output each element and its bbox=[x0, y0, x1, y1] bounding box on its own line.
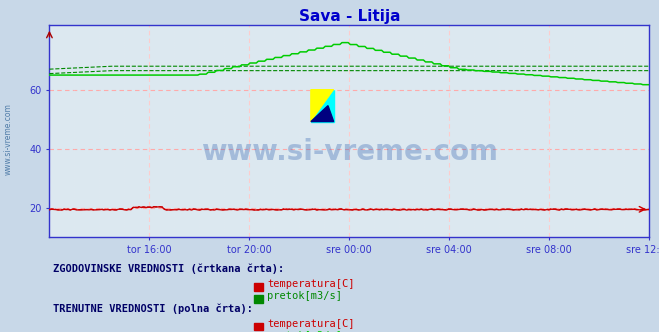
Text: TRENUTNE VREDNOSTI (polna črta):: TRENUTNE VREDNOSTI (polna črta): bbox=[53, 303, 252, 314]
Text: www.si-vreme.com: www.si-vreme.com bbox=[201, 138, 498, 166]
Text: pretok[m3/s]: pretok[m3/s] bbox=[267, 291, 342, 301]
Text: ZGODOVINSKE VREDNOSTI (črtkana črta):: ZGODOVINSKE VREDNOSTI (črtkana črta): bbox=[53, 263, 284, 274]
Polygon shape bbox=[311, 90, 333, 122]
Title: Sava - Litija: Sava - Litija bbox=[299, 9, 400, 24]
Text: www.si-vreme.com: www.si-vreme.com bbox=[3, 104, 13, 175]
Polygon shape bbox=[311, 106, 333, 122]
Text: pretok[m3/s]: pretok[m3/s] bbox=[267, 331, 342, 332]
Polygon shape bbox=[311, 90, 333, 122]
Text: temperatura[C]: temperatura[C] bbox=[267, 279, 355, 289]
Text: temperatura[C]: temperatura[C] bbox=[267, 319, 355, 329]
